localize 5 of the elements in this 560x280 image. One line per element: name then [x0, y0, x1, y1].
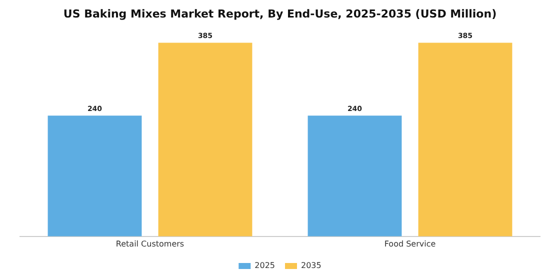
x-tick-label: Retail Customers [116, 239, 184, 248]
x-tick-label: Food Service [384, 239, 436, 248]
legend-label: 2025 [254, 261, 275, 270]
legend-label: 2035 [301, 261, 322, 270]
chart-title: US Baking Mixes Market Report, By End-Use, 2025-2035 (USD Million) [63, 7, 497, 20]
